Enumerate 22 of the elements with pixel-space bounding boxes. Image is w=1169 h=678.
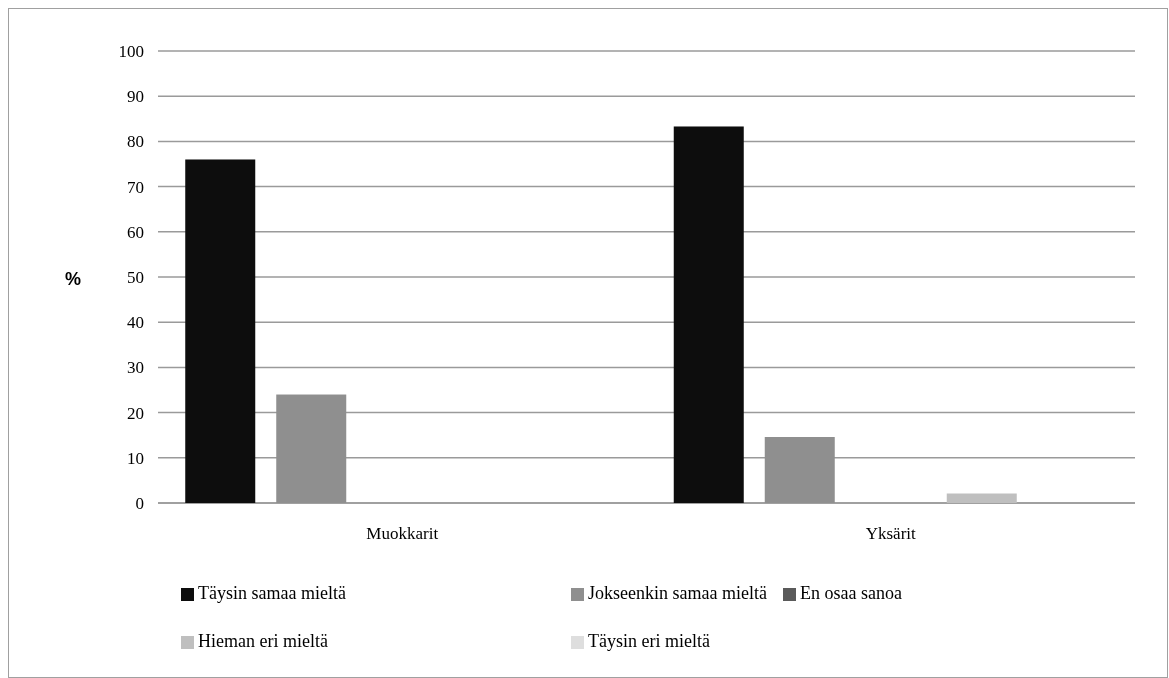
y-axis-title: % <box>64 269 82 289</box>
y-tick-label: 100 <box>118 41 144 61</box>
y-tick-label: 70 <box>127 177 144 197</box>
y-tick-label: 30 <box>127 358 144 378</box>
x-tick-label: Yksärit <box>865 524 917 543</box>
y-tick-label: 80 <box>127 132 144 152</box>
y-tick-label: 0 <box>135 493 144 513</box>
legend-label: Hieman eri mieltä <box>198 631 328 651</box>
legend-label: Täysin samaa mieltä <box>198 583 346 603</box>
y-tick-label: 20 <box>127 403 144 423</box>
y-tick-label: 60 <box>127 222 144 242</box>
legend-label: Täysin eri mieltä <box>588 631 710 651</box>
bar <box>185 159 256 503</box>
y-tick-label: 50 <box>127 267 144 287</box>
legend-label: En osaa sanoa <box>800 583 902 603</box>
x-tick-label: Muokkarit <box>366 524 439 543</box>
bar <box>673 126 744 503</box>
bar <box>946 493 1017 503</box>
y-tick-label: 90 <box>127 87 144 107</box>
y-tick-label: 10 <box>127 448 144 468</box>
y-tick-label: 40 <box>127 313 144 333</box>
legend-label: Jokseenkin samaa mieltä <box>588 583 767 603</box>
